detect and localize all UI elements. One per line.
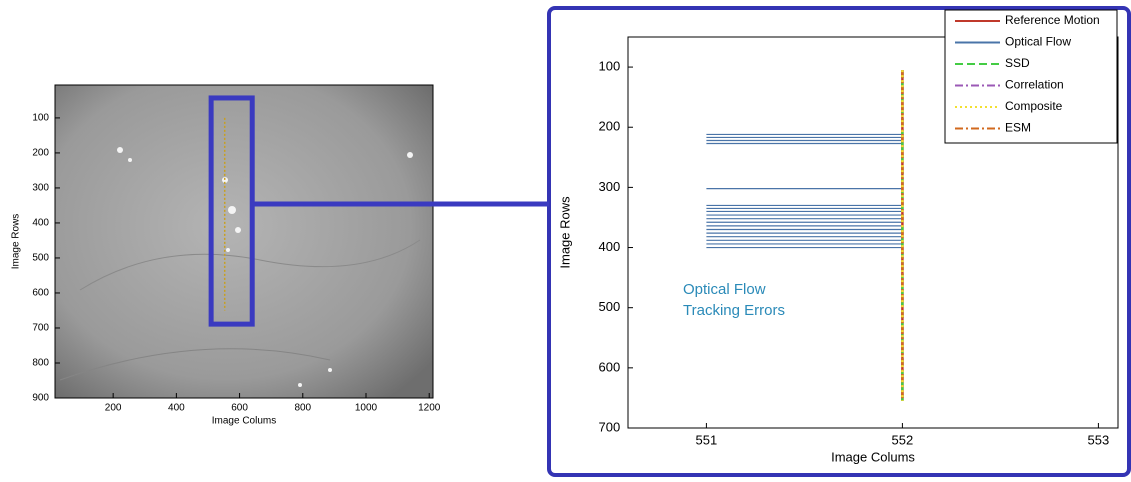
y-axis-label: Image Rows (557, 196, 572, 269)
legend-label: ESM (1005, 121, 1031, 135)
x-tick-label: 553 (1088, 432, 1110, 447)
y-tick-label: 600 (598, 359, 620, 374)
y-tick-label: 100 (32, 113, 49, 124)
y-tick-label: 200 (32, 148, 49, 159)
x-tick-label: 1000 (355, 403, 378, 414)
y-tick-label: 500 (32, 253, 49, 264)
legend-label: Composite (1005, 99, 1063, 113)
y-tick-label: 200 (598, 119, 620, 134)
y-axis-label: Image Rows (11, 214, 22, 270)
legend-label: Optical Flow (1005, 35, 1071, 49)
y-tick-label: 400 (598, 239, 620, 254)
y-tick-label: 400 (32, 218, 49, 229)
y-tick-label: 100 (598, 59, 620, 74)
y-tick-label: 500 (598, 299, 620, 314)
zoom-box (208, 95, 255, 327)
image-specks (117, 147, 413, 387)
x-axis-label: Image Colums (831, 449, 915, 464)
y-tick-label: 700 (598, 419, 620, 434)
image-texture (79, 239, 421, 291)
y-tick-label: 300 (598, 179, 620, 194)
y-tick-label: 600 (32, 288, 49, 299)
annotation: Optical Flow (683, 281, 766, 298)
legend-label: SSD (1005, 56, 1030, 70)
x-tick-label: 552 (892, 432, 914, 447)
legend-label: Reference Motion (1005, 13, 1100, 27)
legend-box (944, 9, 1118, 144)
axes-frame (54, 84, 434, 399)
x-axis-label: Image Colums (212, 416, 276, 427)
zoom-frame (547, 6, 1131, 477)
x-tick-label: 800 (294, 403, 311, 414)
annotation: Tracking Errors (683, 302, 785, 319)
y-tick-label: 700 (32, 323, 49, 334)
x-tick-label: 551 (696, 432, 718, 447)
y-tick-label: 800 (32, 358, 49, 369)
x-tick-label: 400 (168, 403, 185, 414)
x-tick-label: 600 (231, 403, 248, 414)
x-tick-label: 200 (105, 403, 122, 414)
y-tick-label: 300 (32, 183, 49, 194)
image (55, 85, 433, 398)
legend-label: Correlation (1005, 78, 1064, 92)
image-texture (59, 348, 331, 381)
y-tick-label: 900 (32, 393, 49, 404)
x-tick-label: 1200 (418, 403, 441, 414)
